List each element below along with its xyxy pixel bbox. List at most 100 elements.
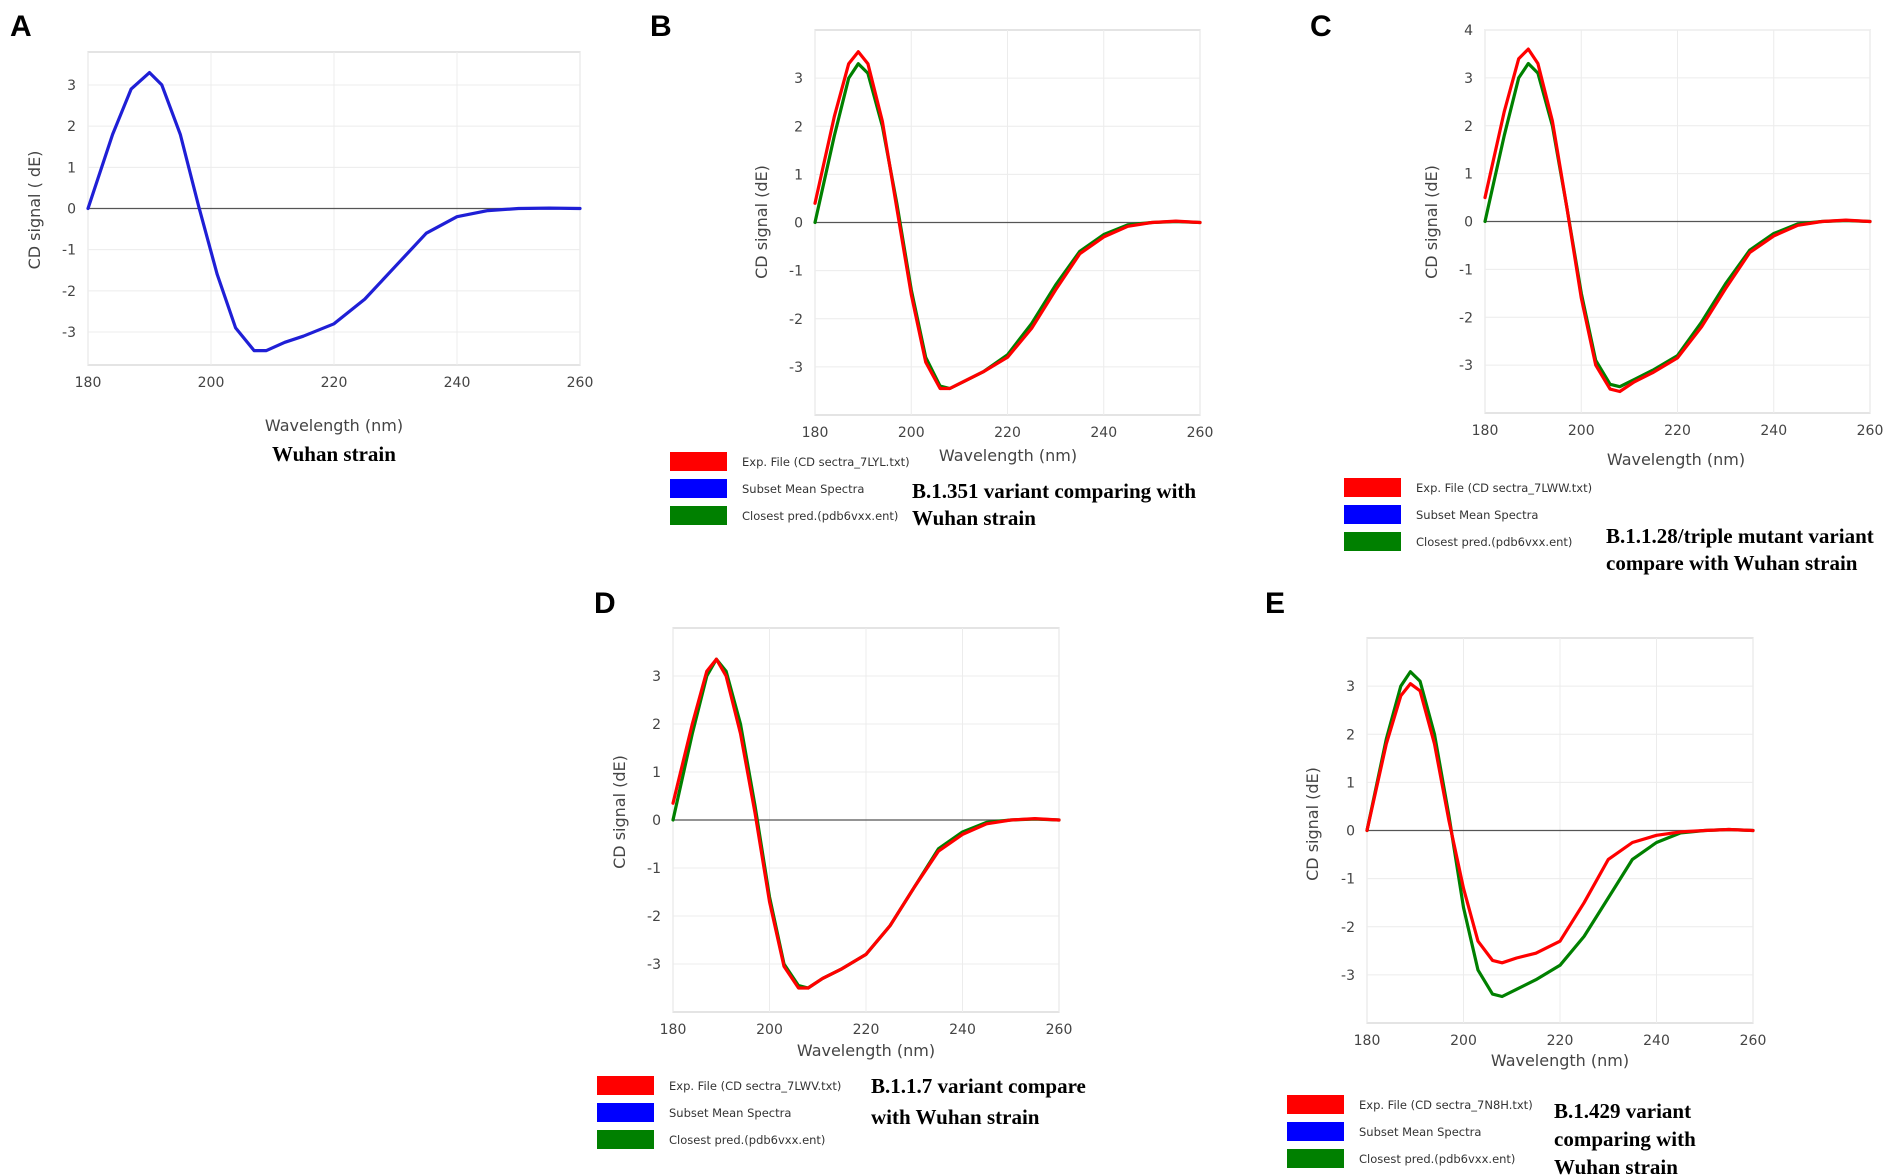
panel-caption: B.1.1.7 variant compare	[871, 1074, 1086, 1098]
y-tick-label: 3	[794, 71, 803, 87]
panel-letter: D	[594, 587, 616, 620]
y-tick-label: -1	[789, 264, 803, 280]
x-tick-label: 240	[1643, 1033, 1670, 1049]
x-axis-label: Wavelength (nm)	[1607, 450, 1745, 469]
x-tick-label: 220	[321, 375, 348, 391]
y-tick-label: 3	[67, 78, 76, 94]
y-tick-label: 0	[1464, 215, 1473, 231]
x-tick-label: 220	[1664, 423, 1691, 439]
y-tick-label: 1	[67, 160, 76, 176]
legend-swatch	[597, 1103, 654, 1122]
panel-caption: B.1.429 variant	[1554, 1099, 1691, 1123]
legend-swatch	[1344, 505, 1401, 524]
x-tick-label: 180	[802, 425, 829, 441]
legend-swatch	[1287, 1149, 1344, 1168]
panel-letter: B	[650, 10, 672, 43]
x-tick-label: 240	[444, 375, 471, 391]
x-tick-label: 200	[898, 425, 925, 441]
y-tick-label: 2	[652, 717, 661, 733]
series-line	[1483, 47, 1872, 394]
y-tick-label: 2	[67, 119, 76, 135]
series-line	[1365, 670, 1755, 999]
y-tick-label: -2	[1459, 310, 1473, 326]
y-axis-label: CD signal (dE)	[610, 755, 629, 869]
legend-label: Exp. File (CD sectra_7LYL.txt)	[742, 455, 910, 469]
panel-caption: B.1.351 variant comparing with	[912, 479, 1196, 503]
x-tick-label: 180	[660, 1022, 687, 1038]
panel-caption: B.1.1.28/triple mutant variant	[1606, 524, 1874, 548]
x-tick-label: 200	[1568, 423, 1595, 439]
legend-label: Closest pred.(pdb6vxx.ent)	[1359, 1152, 1515, 1166]
x-tick-label: 260	[567, 375, 594, 391]
y-tick-label: -2	[789, 312, 803, 328]
y-tick-label: -2	[1341, 920, 1355, 936]
y-tick-label: -2	[647, 909, 661, 925]
chart-panel-a: A 180 200 220 240 260 3 2 1 0 -1 -2 -3 Wavelength (nm…	[10, 10, 593, 466]
y-tick-label: 1	[1346, 775, 1355, 791]
y-tick-label: -3	[62, 325, 76, 341]
series-line	[813, 50, 1202, 391]
y-tick-label: -1	[1459, 262, 1473, 278]
panel-letter: C	[1310, 10, 1332, 43]
x-tick-label: 180	[1354, 1033, 1381, 1049]
x-tick-label: 240	[949, 1022, 976, 1038]
x-tick-label: 180	[75, 375, 102, 391]
y-tick-label: 0	[67, 202, 76, 218]
y-tick-label: 0	[794, 216, 803, 232]
x-tick-label: 260	[1740, 1033, 1767, 1049]
y-tick-label: -3	[647, 957, 661, 973]
y-tick-label: -3	[1459, 358, 1473, 374]
legend-swatch	[1287, 1122, 1344, 1141]
y-tick-label: 2	[1464, 119, 1473, 135]
panel-caption: with Wuhan strain	[871, 1105, 1040, 1129]
legend-swatch	[670, 506, 727, 525]
y-tick-label: 2	[794, 119, 803, 135]
panel-letter: A	[10, 10, 32, 43]
x-tick-label: 220	[994, 425, 1021, 441]
legend-label: Exp. File (CD sectra_7LWV.txt)	[669, 1079, 841, 1093]
x-axis-label: Wavelength (nm)	[797, 1041, 935, 1060]
x-axis-label: Wavelength (nm)	[265, 416, 403, 435]
y-tick-label: 1	[652, 765, 661, 781]
chart-panel-b: B 180 200 220 240 260 3 2 1 0 -1 -2 -3 Wavelength (nm…	[650, 10, 1213, 530]
y-tick-label: 2	[1346, 727, 1355, 743]
legend-label: Closest pred.(pdb6vxx.ent)	[669, 1133, 825, 1147]
x-tick-label: 260	[1046, 1022, 1073, 1038]
legend-label: Closest pred.(pdb6vxx.ent)	[742, 509, 898, 523]
y-tick-label: 0	[1346, 824, 1355, 840]
chart-panel-d: D 180 200 220 240 260 3 2 1 0 -1 -2 -3 Wavelength (nm…	[594, 587, 1086, 1149]
panel-caption: compare with Wuhan strain	[1606, 551, 1858, 575]
x-tick-label: 240	[1760, 423, 1787, 439]
x-tick-label: 200	[198, 375, 225, 391]
x-tick-label: 180	[1472, 423, 1499, 439]
legend-label: Subset Mean Spectra	[669, 1106, 791, 1120]
legend-swatch	[597, 1130, 654, 1149]
legend-swatch	[670, 479, 727, 498]
series-line	[86, 71, 582, 353]
legend-label: Subset Mean Spectra	[742, 482, 864, 496]
x-tick-label: 200	[1450, 1033, 1477, 1049]
legend-swatch	[670, 452, 727, 471]
y-tick-label: 1	[794, 167, 803, 183]
y-axis-label: CD signal (dE)	[752, 165, 771, 279]
x-tick-label: 260	[1187, 425, 1214, 441]
series-line	[671, 657, 1061, 990]
y-tick-label: 4	[1464, 23, 1473, 39]
chart-panel-c: C 180 200 220 240 260 4 3 2 1 0 -1 -2 -3 Wavelength (n…	[1310, 10, 1883, 575]
x-tick-label: 220	[853, 1022, 880, 1038]
panel-letter: E	[1265, 587, 1285, 620]
x-axis-label: Wavelength (nm)	[939, 446, 1077, 465]
y-axis-label: CD signal ( dE)	[25, 151, 44, 270]
y-tick-label: -2	[62, 284, 76, 300]
x-tick-label: 220	[1547, 1033, 1574, 1049]
legend-swatch	[1344, 532, 1401, 551]
chart-panel-e: E 180 200 220 240 260 3 2 1 0 -1 -2 -3 Wavelength (nm…	[1265, 587, 1766, 1175]
legend-label: Closest pred.(pdb6vxx.ent)	[1416, 535, 1572, 549]
y-tick-label: -1	[62, 243, 76, 259]
y-tick-label: 3	[1464, 71, 1473, 87]
y-axis-label: CD signal (dE)	[1422, 165, 1441, 279]
y-tick-label: -3	[789, 360, 803, 376]
legend-label: Exp. File (CD sectra_7N8H.txt)	[1359, 1098, 1533, 1112]
panel-caption: Wuhan strain	[912, 506, 1036, 530]
